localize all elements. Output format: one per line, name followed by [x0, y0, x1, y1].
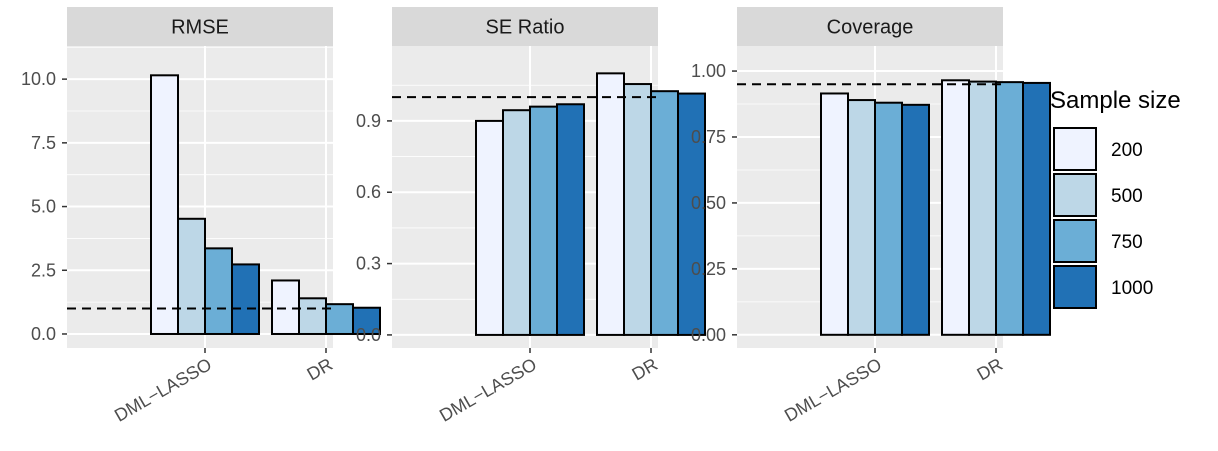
legend-label-500: 500 [1111, 186, 1143, 207]
y-tick-label: 2.5 [31, 260, 56, 280]
panel-strip [392, 7, 658, 46]
bar-rmse-dr-200 [271, 279, 300, 335]
y-tick-label: 0.50 [691, 193, 726, 213]
x-tick-label: DML−LASSO [781, 354, 885, 426]
bar-se-ratio-dml-lasso-750 [529, 105, 558, 336]
bar-coverage-dml-lasso-750 [874, 101, 903, 336]
x-tick-label: DML−LASSO [436, 354, 540, 426]
x-tick-label: DR [303, 354, 336, 384]
bar-coverage-dml-lasso-1000 [901, 103, 930, 336]
bar-coverage-dml-lasso-200 [820, 92, 849, 336]
legend-label-750: 750 [1111, 232, 1143, 253]
y-tick-label: 0.00 [691, 325, 726, 345]
bar-coverage-dr-200 [941, 79, 970, 336]
y-tick-label: 1.00 [691, 61, 726, 81]
x-tick-label: DR [628, 354, 661, 384]
legend-key-500 [1053, 173, 1097, 217]
y-tick-label: 0.75 [691, 127, 726, 147]
panel-strip [737, 7, 1003, 46]
panel-coverage: Coverage 0.00 0.25 0.50 0.75 1.00 DML−LASSO DR [691, 7, 1051, 426]
y-tick-label: 5.0 [31, 197, 56, 217]
bar-rmse-dml-lasso-200 [150, 74, 179, 335]
legend-title: Sample size [1050, 87, 1181, 114]
legend-key-200 [1053, 127, 1097, 171]
panel-rmse: RMSE 0.0 2.5 5.0 7.5 10.0 DML−LASSO DR [21, 7, 381, 426]
y-tick-label: 0.0 [31, 324, 56, 344]
legend-key-1000 [1053, 265, 1097, 309]
bar-rmse-dml-lasso-1000 [231, 263, 260, 335]
bar-coverage-dr-750 [995, 81, 1024, 336]
bar-coverage-dr-500 [968, 80, 997, 336]
bar-se-ratio-dr-1000 [677, 92, 706, 336]
bar-coverage-dml-lasso-500 [847, 99, 876, 336]
y-tick-label: 0.0 [356, 325, 381, 345]
legend-label-200: 200 [1111, 140, 1143, 161]
bar-se-ratio-dr-200 [596, 72, 625, 336]
panel-title: SE Ratio [486, 17, 565, 39]
y-tick-label: 0.9 [356, 111, 381, 131]
y-tick-label: 0.3 [356, 254, 381, 274]
y-tick-label: 7.5 [31, 133, 56, 153]
panel-se-ratio: SE Ratio 0.0 0.3 0.6 0.9 DML−LASSO DR [356, 7, 706, 426]
bar-rmse-dr-500 [298, 297, 327, 335]
bar-rmse-dr-1000 [352, 306, 381, 335]
panel-strip [67, 7, 333, 46]
bar-rmse-dml-lasso-750 [204, 247, 233, 335]
bar-rmse-dml-lasso-500 [177, 217, 206, 335]
panel-title: Coverage [827, 17, 914, 39]
y-tick-label: 10.0 [21, 69, 56, 89]
panel-title: RMSE [171, 17, 229, 39]
y-tick-label: 0.6 [356, 182, 381, 202]
x-tick-label: DML−LASSO [111, 354, 215, 426]
bar-coverage-dr-1000 [1022, 81, 1051, 336]
legend: Sample size 200 500 750 1000 [1050, 87, 1181, 309]
legend-key-750 [1053, 219, 1097, 263]
bar-se-ratio-dml-lasso-1000 [556, 103, 585, 336]
legend-label-1000: 1000 [1111, 278, 1153, 299]
bar-se-ratio-dml-lasso-500 [502, 109, 531, 336]
y-tick-label: 0.25 [691, 259, 726, 279]
bar-se-ratio-dr-500 [623, 83, 652, 336]
bar-se-ratio-dml-lasso-200 [475, 119, 504, 336]
bar-se-ratio-dr-750 [650, 90, 679, 336]
x-tick-label: DR [973, 354, 1006, 384]
